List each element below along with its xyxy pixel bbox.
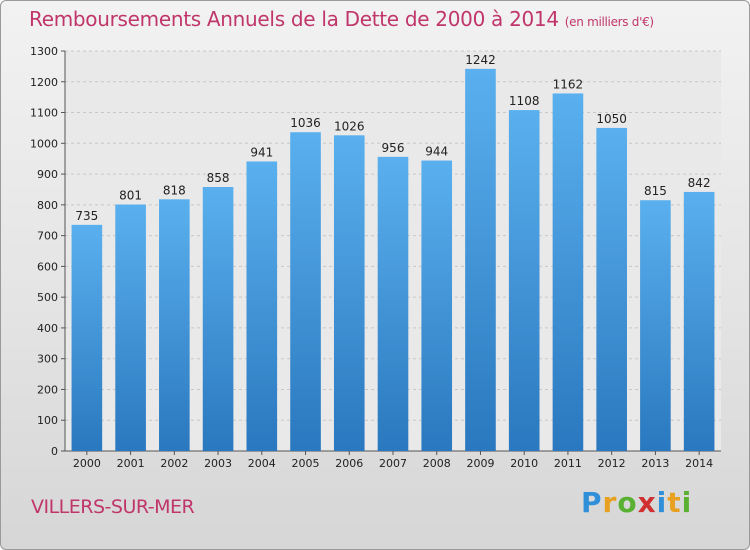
x-tick-label: 2007: [379, 457, 407, 470]
bar-value-label: 842: [688, 176, 711, 190]
y-tick-label: 300: [37, 353, 58, 366]
bar: [421, 160, 453, 452]
bar-value-label: 735: [75, 209, 98, 223]
y-tick-label: 700: [37, 230, 58, 243]
bar: [159, 199, 190, 451]
y-tick-label: 0: [51, 445, 58, 458]
x-tick-label: 2010: [510, 457, 538, 470]
y-tick-label: 600: [37, 260, 58, 273]
y-tick-label: 500: [37, 291, 58, 304]
logo-letter: t: [667, 486, 682, 519]
bar: [640, 200, 671, 451]
bar-value-label: 1242: [465, 53, 496, 67]
x-tick-label: 2003: [204, 457, 232, 470]
title-text: Remboursements Annuels de la Dette de 20…: [29, 7, 559, 31]
logo-letter: i: [681, 486, 693, 519]
bar-value-label: 1162: [553, 77, 584, 91]
bar: [552, 93, 584, 451]
logo-letter: P: [581, 486, 603, 519]
proxiti-logo: Proxiti: [581, 486, 692, 519]
bar-value-label: 1036: [290, 116, 321, 130]
bar-value-label: 801: [119, 189, 142, 203]
bar-value-label: 1050: [596, 112, 627, 126]
logo-letter: o: [617, 486, 638, 519]
y-tick-label: 900: [37, 168, 58, 181]
x-tick-label: 2002: [160, 457, 188, 470]
x-tick-label: 2005: [292, 457, 320, 470]
logo-letter: i: [656, 486, 668, 519]
x-tick-label: 2013: [641, 457, 669, 470]
bar-value-label: 944: [425, 145, 448, 159]
bar: [596, 127, 627, 451]
bar: [71, 224, 103, 451]
chart-title: Remboursements Annuels de la Dette de 20…: [29, 7, 654, 31]
y-tick-label: 400: [37, 322, 58, 335]
bar: [290, 132, 321, 451]
y-tick-label: 1100: [30, 107, 58, 120]
y-tick-label: 800: [37, 199, 58, 212]
bar: [115, 204, 146, 451]
y-tick-label: 1000: [30, 137, 58, 150]
bar: [246, 161, 278, 451]
bar-value-label: 956: [382, 141, 405, 155]
bar-value-label: 941: [250, 145, 273, 159]
city-name: VILLERS-SUR-MER: [31, 496, 195, 518]
x-tick-label: 2000: [73, 457, 101, 470]
logo-letter: r: [602, 486, 618, 519]
x-tick-label: 2014: [685, 457, 713, 470]
bar: [333, 135, 365, 452]
bar: [465, 68, 496, 451]
bar-value-label: 818: [163, 183, 186, 197]
bar: [202, 187, 234, 451]
x-tick-label: 2009: [466, 457, 494, 470]
bar-value-label: 815: [644, 184, 667, 198]
logo-letter: x: [637, 486, 657, 519]
x-tick-label: 2008: [423, 457, 451, 470]
x-tick-label: 2012: [598, 457, 626, 470]
x-tick-label: 2006: [335, 457, 363, 470]
x-tick-label: 2004: [248, 457, 276, 470]
chart-subtitle: (en milliers d'€): [564, 15, 654, 29]
bar: [508, 110, 540, 452]
bar-value-label: 858: [207, 171, 230, 185]
y-tick-label: 1300: [30, 45, 58, 58]
bar: [683, 191, 715, 451]
y-tick-label: 1200: [30, 76, 58, 89]
x-tick-label: 2001: [117, 457, 145, 470]
bar-value-label: 1108: [509, 94, 540, 108]
x-tick-label: 2011: [554, 457, 582, 470]
bar-value-label: 1026: [334, 119, 365, 133]
y-tick-label: 100: [37, 414, 58, 427]
y-tick-label: 200: [37, 383, 58, 396]
bar: [377, 156, 409, 451]
